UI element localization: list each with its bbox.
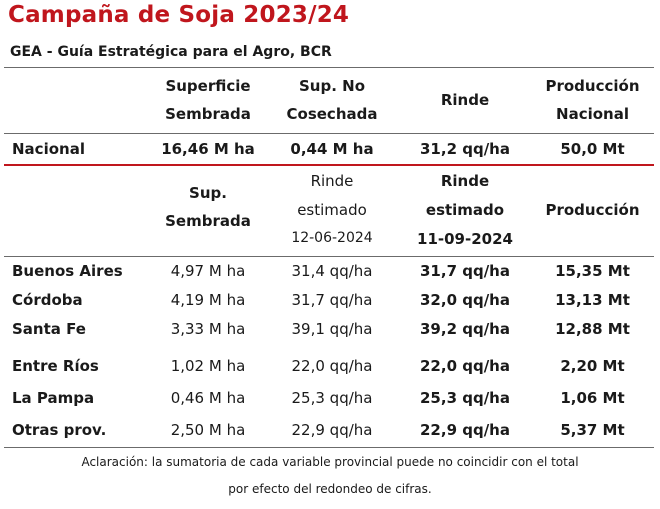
province-rinde-new: 25,3 qq/ha — [420, 389, 510, 407]
province-rinde-prev: 25,3 qq/ha — [291, 389, 373, 407]
province-sup: 2,50 M ha — [170, 421, 246, 439]
province-name: Buenos Aires — [12, 262, 123, 280]
province-prod: 5,37 Mt — [560, 421, 625, 439]
province-rinde-new: 32,0 qq/ha — [420, 291, 510, 309]
province-rinde-new: 22,0 qq/ha — [420, 357, 510, 375]
prov-header-rinde-new-line1: Rinde — [440, 172, 490, 190]
prov-header-rinde-prev-line2: estimado — [297, 201, 367, 219]
province-prod: 2,20 Mt — [560, 357, 625, 375]
province-name: Otras prov. — [12, 421, 107, 439]
divider-red — [4, 164, 654, 166]
header-produccion-line2: Nacional — [556, 105, 629, 123]
header-superficie-line1: Superficie — [165, 77, 251, 95]
prov-header-rinde-new-line2: estimado — [425, 201, 505, 219]
header-sup-no-line1: Sup. No — [299, 77, 365, 95]
prov-header-sup-line2: Sembrada — [165, 212, 251, 230]
prov-header-produccion: Producción — [545, 201, 640, 219]
province-rinde-new: 22,9 qq/ha — [420, 421, 510, 439]
province-name: Entre Ríos — [12, 357, 99, 375]
province-rinde-prev: 22,0 qq/ha — [291, 357, 373, 375]
province-name: La Pampa — [12, 389, 95, 407]
province-prod: 1,06 Mt — [560, 389, 625, 407]
province-prod: 15,35 Mt — [555, 262, 630, 280]
prov-header-rinde-new-date: 11-09-2024 — [417, 230, 513, 248]
national-sup-sembrada: 16,46 M ha — [161, 140, 255, 158]
province-rinde-prev: 31,7 qq/ha — [291, 291, 373, 309]
national-produccion: 50,0 Mt — [560, 140, 625, 158]
page-subtitle: GEA - Guía Estratégica para el Agro, BCR — [10, 44, 332, 60]
province-sup: 3,33 M ha — [170, 320, 246, 338]
province-rinde-prev: 39,1 qq/ha — [291, 320, 373, 338]
prov-header-rinde-prev-date: 12-06-2024 — [291, 230, 373, 246]
province-rinde-new: 39,2 qq/ha — [420, 320, 510, 338]
province-prod: 12,88 Mt — [555, 320, 630, 338]
province-sup: 4,19 M ha — [170, 291, 246, 309]
divider-provincial — [4, 256, 654, 257]
national-sup-no-cosechada: 0,44 M ha — [290, 140, 374, 158]
province-sup: 1,02 M ha — [170, 357, 246, 375]
province-sup: 0,46 M ha — [170, 389, 246, 407]
divider-top — [4, 67, 654, 68]
header-sup-no-line2: Cosechada — [286, 105, 378, 123]
divider-bottom — [4, 447, 654, 448]
national-rinde: 31,2 qq/ha — [420, 140, 510, 158]
footnote-line2: por efecto del redondeo de cifras. — [228, 482, 432, 496]
province-name: Córdoba — [12, 291, 83, 309]
province-prod: 13,13 Mt — [555, 291, 630, 309]
divider-national-top — [4, 133, 654, 134]
page-title: Campaña de Soja 2023/24 — [8, 2, 350, 28]
header-produccion-line1: Producción — [545, 77, 640, 95]
prov-header-sup-line1: Sup. — [189, 184, 227, 202]
header-rinde: Rinde — [440, 91, 490, 109]
province-name: Santa Fe — [12, 320, 86, 338]
province-rinde-prev: 31,4 qq/ha — [291, 262, 373, 280]
header-superficie-line2: Sembrada — [165, 105, 251, 123]
province-sup: 4,97 M ha — [170, 262, 246, 280]
footnote-line1: Aclaración: la sumatoria de cada variabl… — [81, 455, 579, 469]
province-rinde-prev: 22,9 qq/ha — [291, 421, 373, 439]
national-label: Nacional — [12, 140, 85, 158]
prov-header-rinde-prev-line1: Rinde — [310, 172, 354, 190]
province-rinde-new: 31,7 qq/ha — [420, 262, 510, 280]
